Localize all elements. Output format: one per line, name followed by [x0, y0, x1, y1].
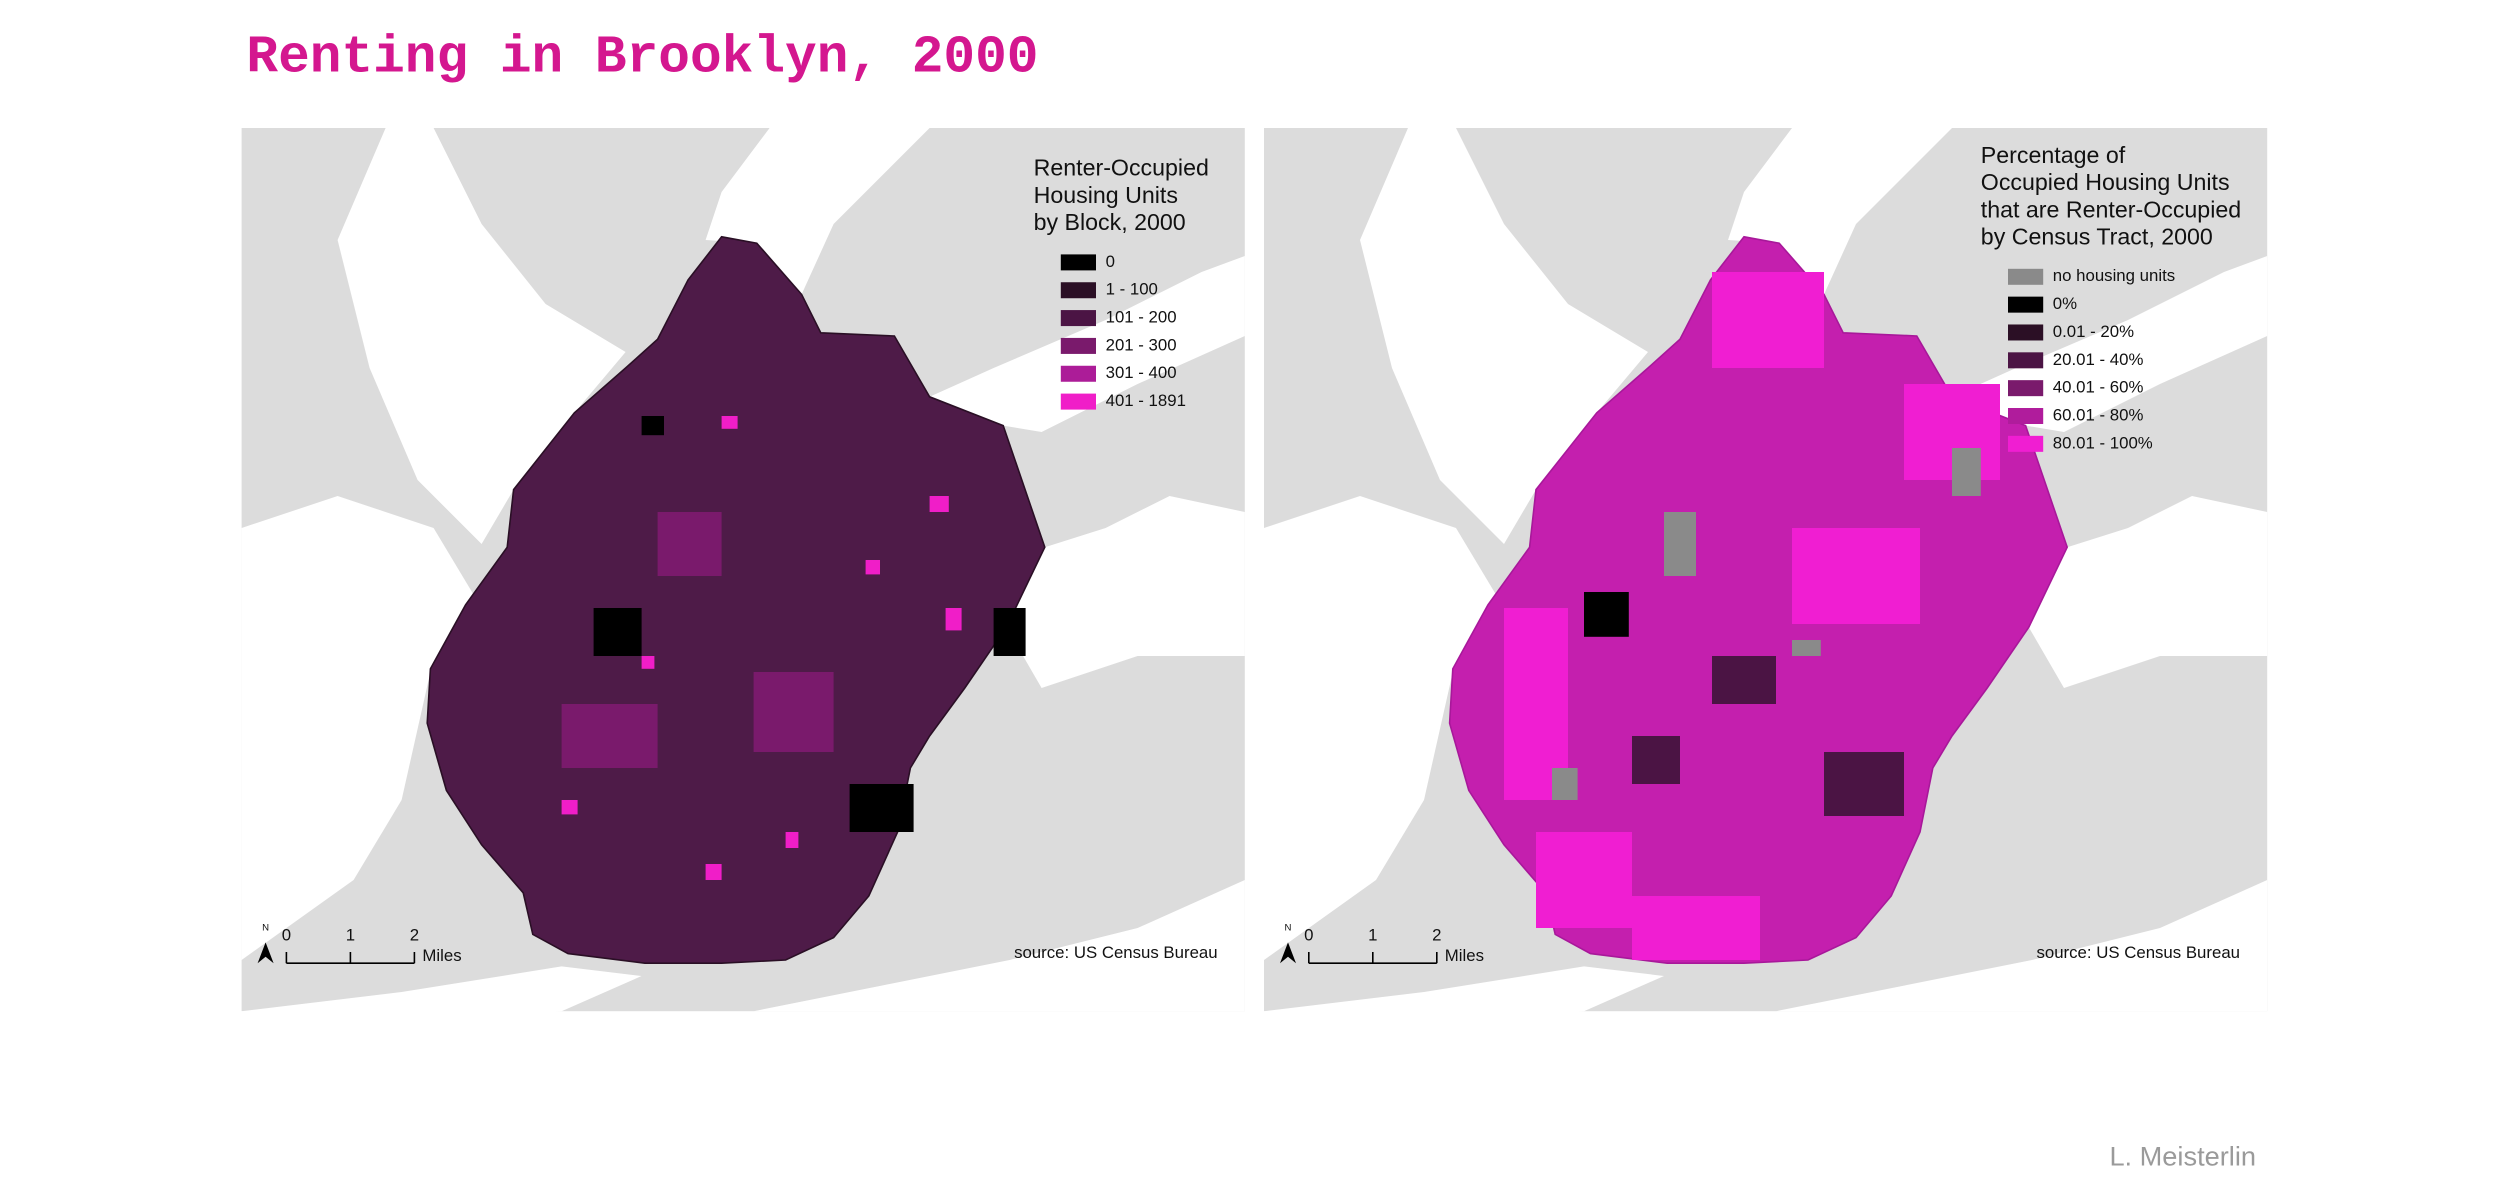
- map-tract: [1632, 896, 1760, 960]
- legend-swatch: [2008, 324, 2044, 341]
- legend-swatch: [2008, 435, 2044, 452]
- water: [1776, 880, 2268, 1012]
- map-tract: [657, 512, 722, 576]
- water: [1264, 966, 1664, 1024]
- scale-label: 0: [1304, 925, 1313, 944]
- scale-unit: Miles: [422, 946, 461, 965]
- map-tract: [1824, 752, 1904, 816]
- legend-title: Renter-Occupied: [1034, 155, 1209, 181]
- legend-label: 401 - 1891: [1106, 391, 1186, 410]
- map-tract: [705, 864, 722, 880]
- legend-label: 301 - 400: [1106, 363, 1177, 382]
- map-tract: [945, 608, 962, 631]
- map-tract: [1584, 592, 1629, 637]
- legend-label: 0.01 - 20%: [2053, 322, 2134, 341]
- brooklyn: [426, 235, 1046, 964]
- water: [241, 966, 642, 1024]
- legend-label: 201 - 300: [1106, 335, 1177, 354]
- legend-label: 80.01 - 100%: [2053, 433, 2153, 452]
- legend-label: 60.01 - 80%: [2053, 405, 2144, 424]
- map-tract: [1632, 736, 1680, 784]
- map-tract: [785, 832, 799, 848]
- source: source: US Census Bureau: [1014, 943, 1218, 962]
- legend-label: 40.01 - 60%: [2053, 378, 2144, 397]
- water: [1728, 128, 1952, 295]
- water: [1360, 128, 1648, 544]
- map-tract: [561, 800, 578, 815]
- map-tract: [1712, 272, 1824, 368]
- north-label: N: [262, 923, 269, 934]
- water: [1264, 496, 1504, 960]
- legend-swatch: [1060, 282, 1096, 299]
- map-tract: [1712, 656, 1776, 704]
- legend-label: 1 - 100: [1106, 280, 1158, 299]
- author: L. Meisterlin: [2109, 1141, 2256, 1172]
- scale-unit: Miles: [1445, 946, 1484, 965]
- scale-label: 0: [282, 925, 291, 944]
- legend-swatch: [2008, 380, 2044, 397]
- legend-label: 0%: [2053, 294, 2077, 313]
- map-tract: [641, 656, 655, 669]
- legend-swatch: [1060, 337, 1096, 354]
- legend-label: 101 - 200: [1106, 308, 1177, 327]
- legend-swatch: [2008, 352, 2044, 369]
- scale-label: 2: [410, 925, 419, 944]
- scale-label: 1: [1368, 925, 1377, 944]
- legend-swatch: [2008, 296, 2044, 313]
- water: [705, 128, 930, 295]
- legend-swatch: [2008, 268, 2044, 285]
- north-arrow: [257, 942, 274, 964]
- scale-label: 2: [1432, 925, 1441, 944]
- water: [241, 496, 482, 960]
- source: source: US Census Bureau: [2036, 943, 2240, 962]
- map-tract: [1552, 768, 1578, 800]
- legend-label: 20.01 - 40%: [2053, 350, 2144, 369]
- water: [337, 128, 626, 544]
- legend-title: by Block, 2000: [1034, 209, 1186, 235]
- map-tract: [1952, 448, 1981, 496]
- page-title: Renting in Brooklyn, 2000: [246, 28, 1038, 88]
- north-arrow: [1280, 942, 1296, 964]
- legend-label: no housing units: [2053, 266, 2175, 285]
- scale-label: 1: [346, 925, 355, 944]
- legend-swatch: [2008, 408, 2044, 424]
- map-tract: [1664, 512, 1696, 576]
- legend-swatch: [1060, 365, 1096, 382]
- legend-swatch: [1060, 254, 1096, 271]
- legend-title: Housing Units: [1034, 182, 1178, 208]
- map-tract: [865, 560, 880, 575]
- legend-label: 0: [1106, 252, 1115, 271]
- water: [2028, 496, 2268, 688]
- map-tract: [1792, 640, 1821, 656]
- map-tract: [849, 784, 914, 832]
- legend-title: Occupied Housing Units: [1981, 169, 2230, 195]
- map-tract: [929, 496, 949, 512]
- north-label: N: [1285, 923, 1292, 934]
- map-tract: [561, 704, 658, 768]
- legend-title: that are Renter-Occupied: [1981, 196, 2241, 222]
- legend-title: by Census Tract, 2000: [1981, 224, 2213, 250]
- map-tract: [641, 416, 664, 436]
- map-tract: [721, 416, 738, 429]
- legend-swatch: [1060, 310, 1096, 327]
- legend-swatch: [1060, 393, 1096, 410]
- map-tract: [753, 672, 834, 752]
- map-tract: [1792, 528, 1920, 624]
- map-tract: [593, 608, 642, 656]
- water: [753, 880, 1245, 1012]
- map-tract: [993, 608, 1026, 656]
- legend-title: Percentage of: [1981, 142, 2126, 168]
- map-tract: [1536, 832, 1632, 928]
- water: [1006, 496, 1245, 688]
